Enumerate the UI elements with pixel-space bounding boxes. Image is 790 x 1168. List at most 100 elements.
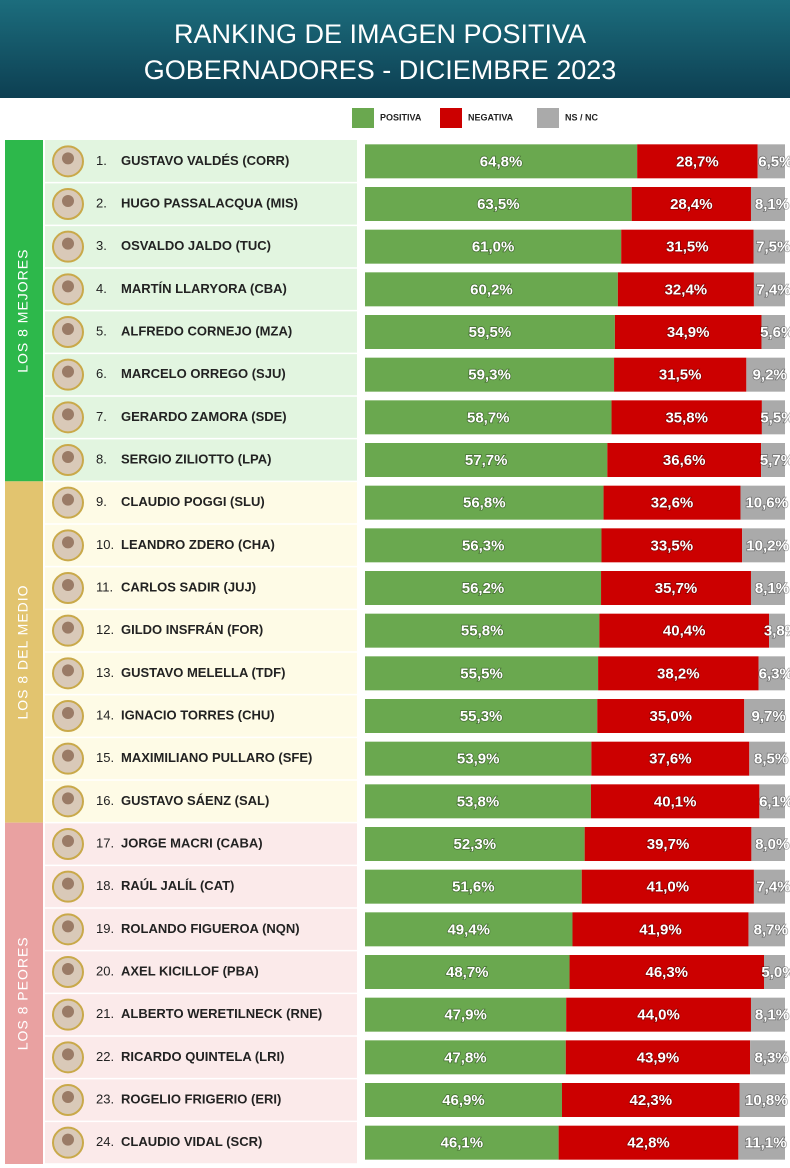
avatar-face [62,579,74,591]
group-band [5,481,43,823]
legend-swatch [537,108,559,128]
bar-segment [601,528,743,563]
value-label: 48,7% [446,964,489,981]
value-label: 59,3% [468,367,511,384]
bar-segment [738,1125,785,1160]
bar-segment [611,400,762,435]
bar-segment [566,997,751,1032]
value-label: 64,8% [480,153,523,170]
value-label: 56,2% [462,580,505,597]
category-label: GUSTAVO VALDÉS (CORR) [121,153,289,168]
value-label: 35,7% [655,580,698,597]
category-label: CARLOS SADIR (JUJ) [121,579,256,594]
value-label: 55,8% [461,623,504,640]
value-label: 41,0% [647,879,690,896]
bar-segment [753,229,785,264]
value-label: 6,5% [758,153,790,170]
bar-segment [581,869,754,904]
group-label: LOS 8 PEORES [15,936,31,1050]
value-label: 53,9% [457,751,500,768]
group-label: LOS 8 MEJORES [15,249,31,373]
category-label: GERARDO ZAMORA (SDE) [121,409,287,424]
category-label: GILDO INSFRÁN (FOR) [121,622,263,637]
value-label: 28,4% [670,196,713,213]
value-label: 46,1% [441,1135,484,1152]
value-label: 8,3% [754,1049,788,1066]
bar-segment [584,827,752,861]
rank: 12. [96,622,114,637]
bar-segment [365,827,585,861]
rank: 9. [96,494,107,509]
bar-segment [740,485,785,520]
value-label: 5,6% [760,324,790,341]
bar-segment [599,613,770,648]
value-label: 41,9% [639,921,682,938]
bar-segment [572,912,749,947]
category-label: LEANDRO ZDERO (CHA) [121,537,275,552]
avatar-face [62,152,74,165]
bar-segment [365,1083,562,1117]
rank: 4. [96,281,107,296]
value-label: 36,6% [663,452,706,469]
value-label: 61,0% [472,239,515,256]
category-label: CLAUDIO VIDAL (SCR) [121,1134,262,1149]
bar-segment [748,912,785,947]
bar-segment [365,699,598,733]
avatar-face [62,707,74,719]
bar-segment [750,571,785,605]
value-label: 35,0% [649,708,692,725]
avatar-face [62,237,74,250]
bar-segment [764,955,785,989]
avatar-face [62,835,74,847]
category-label: ROLANDO FIGUEROA (NQN) [121,921,300,936]
bar-segment [761,443,785,477]
bar-segment [637,144,758,179]
value-label: 55,5% [460,665,503,682]
avatar-face [62,1048,74,1061]
category-label: RAÚL JALÍL (CAT) [121,878,234,893]
category-label: ROGELIO FRIGERIO (ERI) [121,1091,281,1106]
avatar-face [62,963,74,975]
rank: 11. [96,579,113,594]
value-label: 32,6% [651,495,694,512]
value-label: 7,4% [756,879,790,896]
bar-segment [749,741,785,776]
avatar-face [62,493,74,506]
header [0,0,790,98]
bar-segment [365,571,602,605]
bar-segment [742,528,785,563]
value-label: 56,3% [462,537,505,554]
value-label: 6,1% [759,793,790,810]
avatar-face [62,195,74,207]
value-label: 52,3% [454,836,497,853]
group-band [5,822,43,1164]
chart-subtitle: GOBERNADORES - DICIEMBRE 2023 [144,55,617,85]
value-label: 10,6% [745,495,788,512]
category-label: RICARDO QUINTELA (LRI) [121,1049,284,1064]
value-label: 53,8% [457,793,500,810]
bar-segment [365,528,602,563]
value-label: 5,5% [760,409,790,426]
bar-segment [365,357,615,392]
bar-segment [365,443,608,477]
avatar-face [62,1005,74,1018]
value-label: 8,1% [755,196,789,213]
bar-segment [751,827,785,861]
legend-swatch [440,108,462,128]
bar-segment [365,144,638,179]
bar-segment [365,400,612,435]
rank: 5. [96,323,107,338]
value-label: 5,7% [760,452,790,469]
value-label: 8,1% [755,1007,789,1024]
value-label: 3,8% [764,623,790,640]
category-label: IGNACIO TORRES (CHU) [121,707,275,722]
category-label: GUSTAVO MELELLA (TDF) [121,665,285,680]
bar-segment [601,571,751,605]
value-label: 46,3% [645,964,688,981]
rank: 16. [96,793,114,808]
rank: 6. [96,366,107,381]
bar-segment [365,784,591,819]
value-label: 8,5% [754,751,788,768]
bar-segment [617,272,754,307]
